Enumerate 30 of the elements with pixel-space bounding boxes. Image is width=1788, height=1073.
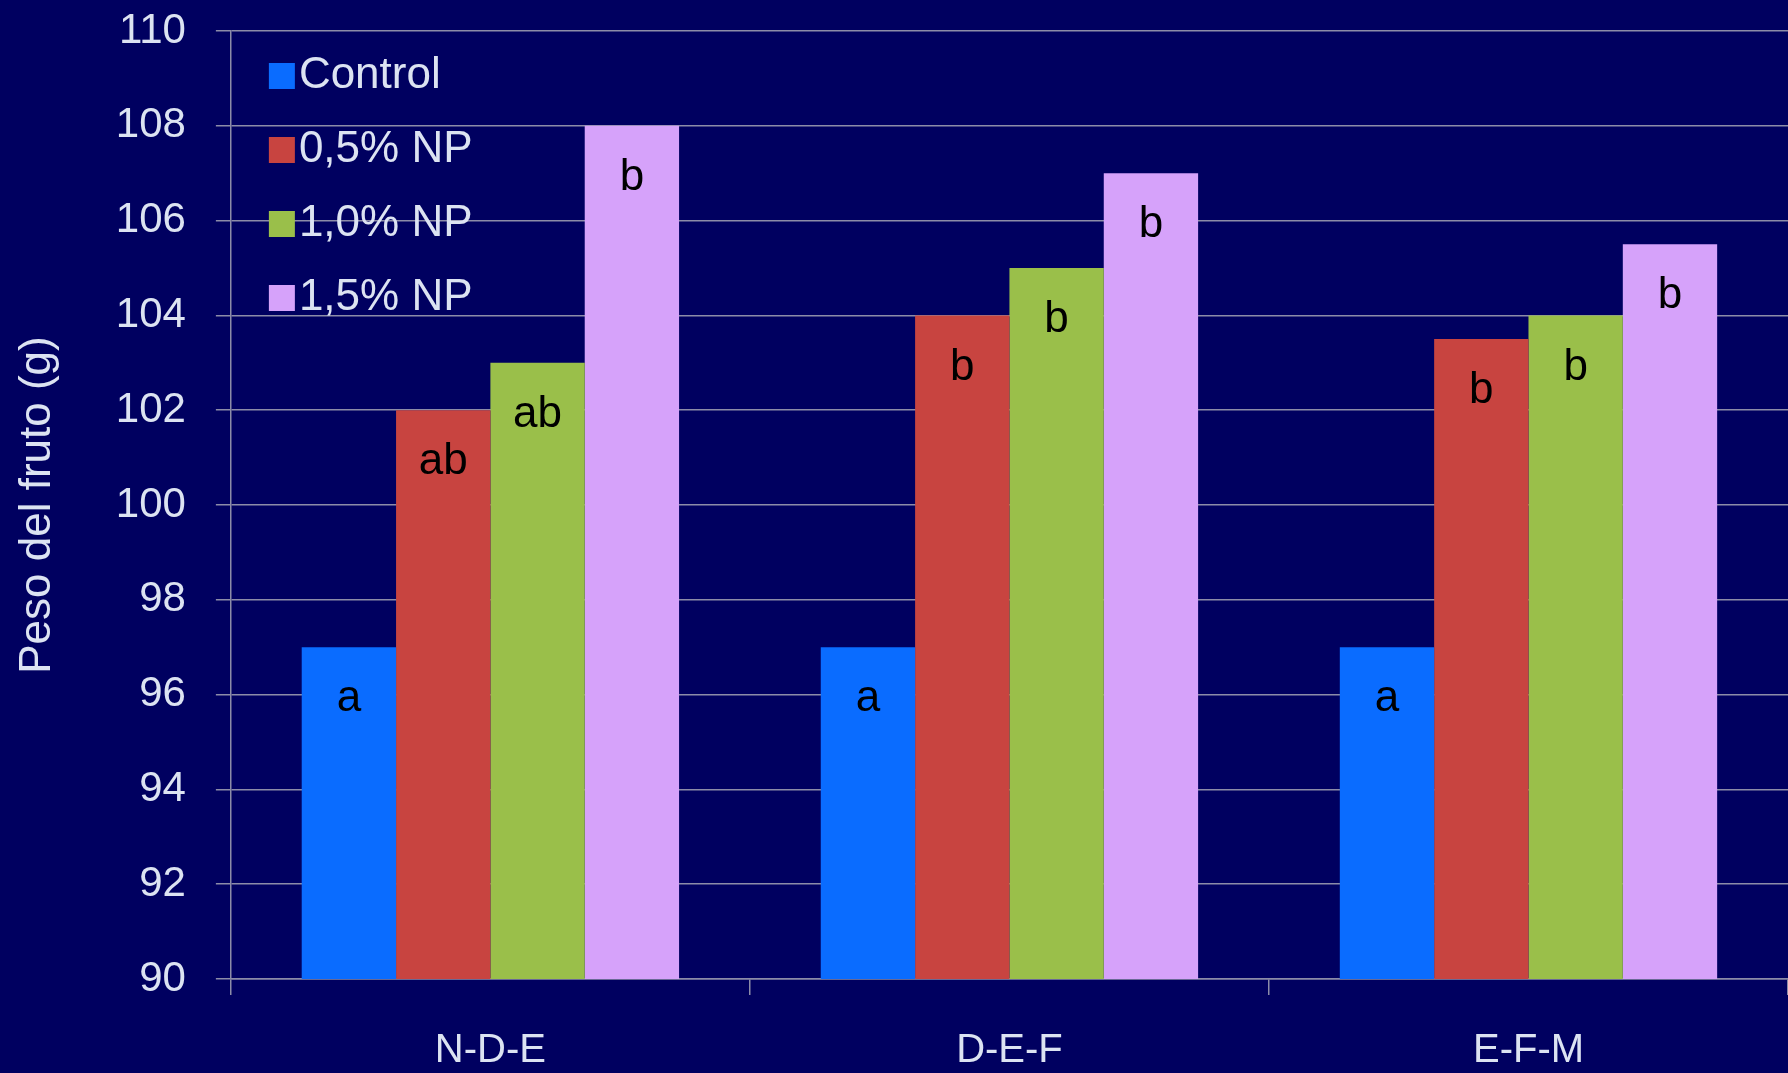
data-label: a <box>855 671 881 721</box>
x-tick-label: E-F-M <box>1472 1026 1585 1071</box>
y-tick-label: 92 <box>139 857 186 905</box>
y-tick-label: 98 <box>139 573 186 621</box>
data-label: b <box>619 149 645 199</box>
data-label: b <box>1563 339 1588 389</box>
data-label: a <box>336 671 362 721</box>
legend-label: 0,5% NP <box>298 122 473 172</box>
data-label: b <box>1657 268 1683 318</box>
data-label: b <box>1138 197 1164 247</box>
legend-label: Control <box>298 48 441 98</box>
y-tick-label: 108 <box>115 99 186 147</box>
y-tick-label: 90 <box>139 952 186 1000</box>
y-tick-label: 110 <box>118 4 186 52</box>
y-tick-label: 106 <box>115 194 186 242</box>
legend-label: 1,5% NP <box>298 270 473 320</box>
data-label: a <box>1374 671 1400 721</box>
y-tick-label: 94 <box>139 762 186 810</box>
data-label: b <box>950 339 975 389</box>
y-tick-label: 104 <box>115 288 186 336</box>
y-tick-label: 100 <box>115 478 186 526</box>
data-label: b <box>1044 292 1069 342</box>
y-tick-label: 96 <box>139 668 186 716</box>
data-label: ab <box>513 386 563 436</box>
data-label: b <box>1469 363 1494 413</box>
data-label: ab <box>418 434 468 484</box>
y-axis-title: Peso del fruto (g) <box>9 336 59 674</box>
x-tick-label: D-E-F <box>956 1026 1063 1071</box>
x-tick-label: N-D-E <box>434 1026 546 1071</box>
y-tick-label: 102 <box>115 383 186 431</box>
